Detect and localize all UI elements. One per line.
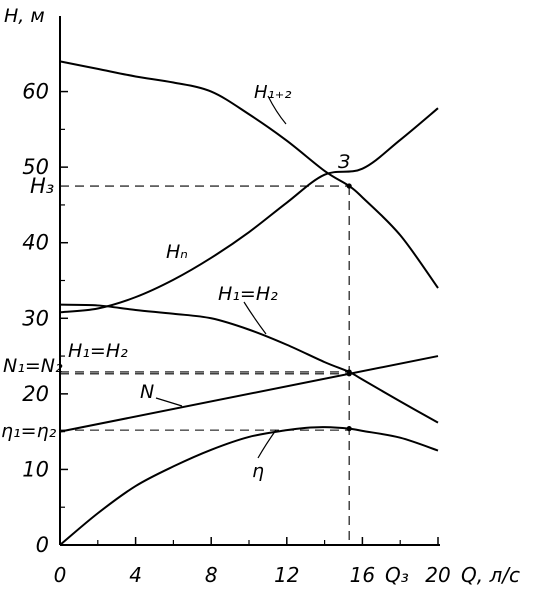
curve-eta bbox=[59, 426, 439, 546]
n-curve-label: N bbox=[140, 381, 154, 403]
h12-curve-label: H₁₊₂ bbox=[254, 82, 291, 103]
intersection-point bbox=[346, 183, 352, 189]
x-axis-ticks: 0 4 8 12 16 20 bbox=[54, 537, 451, 587]
curve-hn bbox=[59, 107, 439, 314]
x-tick-label: 20 bbox=[425, 563, 450, 587]
h1h2-left-label: H₁=H₂ bbox=[68, 340, 128, 362]
n1-n2-label: N₁=N₂ bbox=[3, 355, 63, 377]
curve-n bbox=[59, 355, 439, 433]
y-tick-label: 0 bbox=[36, 533, 49, 557]
eta-curve-label: η bbox=[252, 460, 264, 482]
x-tick-label: 16 bbox=[350, 563, 375, 587]
h1h2-curve-label: H₁=H₂ bbox=[218, 283, 278, 305]
y-tick-label: 20 bbox=[22, 382, 49, 406]
y-tick-label: 10 bbox=[22, 457, 49, 481]
curves bbox=[59, 60, 439, 546]
h3-label: H₃ bbox=[30, 174, 54, 198]
y-tick-label: 30 bbox=[22, 306, 49, 330]
curve-h1-plus-h2 bbox=[59, 60, 439, 289]
reference-dashed-lines bbox=[60, 185, 350, 545]
x-tick-label: 4 bbox=[129, 563, 142, 587]
leader-n bbox=[155, 397, 183, 407]
x-tick-label: 8 bbox=[205, 563, 218, 587]
intersection-markers bbox=[346, 183, 352, 432]
curve-h1-eq-h2 bbox=[59, 303, 439, 424]
x-tick-label: 0 bbox=[54, 563, 67, 587]
x-axis-title: Q, л/с bbox=[461, 563, 520, 587]
leader-eta bbox=[257, 429, 277, 459]
eta1-eta2-label: η₁=η₂ bbox=[1, 420, 57, 442]
y-tick-label: 60 bbox=[22, 80, 49, 104]
point-z-label: З bbox=[338, 151, 350, 173]
intersection-point bbox=[346, 426, 352, 432]
intersection-point bbox=[346, 371, 352, 377]
y-tick-label: 50 bbox=[22, 155, 49, 179]
y-tick-label: 40 bbox=[22, 231, 49, 255]
x-tick-label: 12 bbox=[274, 563, 299, 587]
q3-tick-label: Q₃ bbox=[385, 563, 409, 587]
leader-h1h2-mid bbox=[243, 301, 267, 335]
y-axis-title: H, м bbox=[4, 5, 45, 27]
hn-curve-label: Hₙ bbox=[166, 241, 188, 263]
leader-h12-top bbox=[267, 95, 287, 125]
y-axis-ticks: 0 10 20 30 40 50 60 bbox=[22, 80, 68, 557]
